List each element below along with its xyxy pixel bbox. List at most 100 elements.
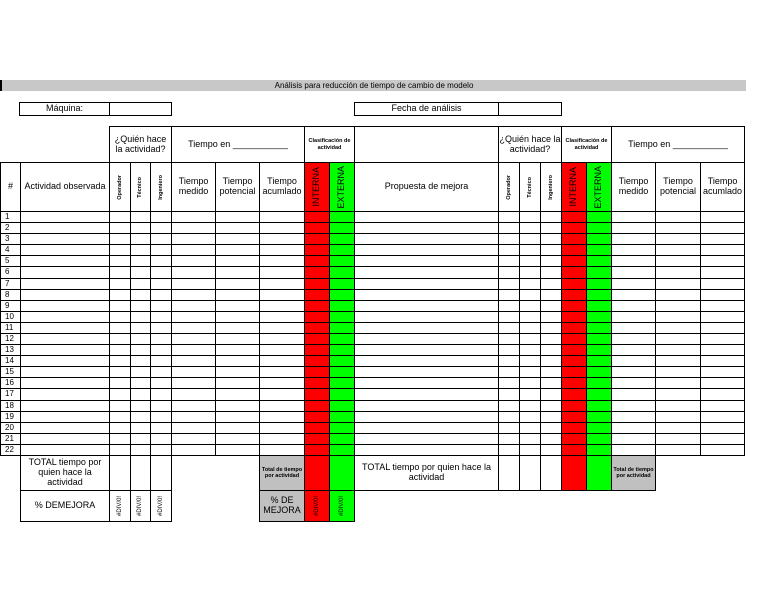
header-clasificacion-right-text: Clasificación de actividad (565, 138, 608, 151)
header-externa: EXTERNA (586, 162, 612, 212)
header-actividad-text: Actividad observada (24, 181, 106, 192)
header-quien-text: ¿Quién hace la actividad? (114, 133, 167, 154)
header-clasificacion-text: Clasificación de actividad (308, 138, 351, 151)
header-tecnico-text: Técnico (137, 176, 144, 198)
header-medido-text: Tiempo medido (178, 176, 209, 196)
total-quien-value (130, 455, 151, 491)
header-quien-right: ¿Quién hace la actividad? (498, 126, 562, 163)
pct-interna-text: #DIV/0! (313, 495, 320, 516)
row-number-text: 16 (5, 377, 14, 387)
header-acumulado: Tiempo acumlado (259, 162, 305, 212)
total-quien-label: TOTAL tiempo por quien hace la actividad (20, 455, 110, 491)
pct-mejora-label-gray-text: % DE MEJORA (263, 495, 301, 515)
total-interna-right (561, 455, 587, 491)
row-number-text: 18 (5, 400, 14, 410)
header-potencial-text: Tiempo potencial (659, 176, 697, 196)
header-externa-text: EXTERNA (336, 165, 347, 209)
row-number-text: 6 (5, 267, 10, 277)
row-number-text: 3 (5, 233, 10, 243)
total-quien-value-right (519, 455, 541, 491)
sheet-title: Análisis para reducción de tiempo de cam… (0, 80, 746, 91)
fecha-label-text: Fecha de análisis (391, 103, 462, 114)
row-number-text: 11 (5, 322, 14, 332)
header-ingeniero: Ingeniero (150, 162, 172, 212)
row-22-potencial[interactable] (215, 444, 260, 456)
header-acumulado: Tiempo acumlado (700, 162, 745, 212)
header-medido-text: Tiempo medido (618, 176, 649, 196)
pct-mejora-label: % DEMEJORA (20, 490, 110, 522)
header-tiempo-en-text: Tiempo en ___________ (188, 138, 288, 149)
total-quien-label-right: TOTAL tiempo por quien hace la actividad (354, 455, 499, 491)
row-number-text: 9 (5, 300, 10, 310)
header-propuesta-text: Propuesta de mejora (384, 181, 469, 192)
header-interna-text: INTERNA (311, 167, 322, 207)
header-quien-right-text: ¿Quién hace la actividad? (499, 133, 561, 154)
header-interna: INTERNA (304, 162, 330, 212)
header-operador: Operador (109, 162, 131, 212)
pct-externa-text: #DIV/0! (338, 495, 345, 516)
row-number-text: 19 (5, 411, 14, 421)
total-quien-value (150, 455, 172, 491)
header-tecnico: Técnico (519, 162, 541, 212)
header-medido: Tiempo medido (611, 162, 656, 212)
total-actividad-label: Total de tiempo por actividad (259, 455, 305, 491)
header-ingeniero-text: Ingeniero (157, 174, 164, 200)
total-actividad-label-right-text: Total de tiempo por actividad (613, 466, 654, 479)
row-number-text: 5 (5, 255, 10, 265)
header-tecnico-text: Técnico (526, 176, 533, 198)
header-externa-text: EXTERNA (593, 165, 604, 209)
row-number-text: 12 (5, 333, 14, 343)
fecha-input[interactable] (498, 102, 562, 116)
total-actividad-label-text: Total de tiempo por actividad (261, 466, 303, 479)
row-22-medido[interactable] (171, 444, 216, 456)
pct-value-text: #DIV/0! (116, 495, 123, 516)
row-number: 22 (0, 444, 21, 456)
header-num: # (0, 162, 21, 212)
pct-value: #DIV/0! (150, 490, 172, 522)
header-tecnico: Técnico (130, 162, 151, 212)
header-tiempo-en-right-text: Tiempo en ___________ (628, 138, 728, 149)
header-quien: ¿Quién hace la actividad? (109, 126, 172, 163)
header-potencial: Tiempo potencial (655, 162, 701, 212)
header-actividad: Actividad observada (20, 162, 110, 212)
pct-value-text: #DIV/0! (157, 495, 164, 516)
header-acumulado-text: Tiempo acumlado (702, 176, 743, 196)
row-number-text: 7 (5, 278, 10, 288)
total-quien-label-text: TOTAL tiempo por quien hace la actividad (28, 457, 102, 487)
row-number-text: 13 (5, 344, 14, 354)
pct-mejora-label-text: % DEMEJORA (34, 500, 96, 511)
header-propuesta: Propuesta de mejora (354, 162, 499, 212)
row-number-text: 21 (5, 433, 14, 443)
maquina-label: Máquina: (19, 102, 110, 116)
row-number-text: 4 (5, 244, 10, 254)
row-number-text: 20 (5, 422, 14, 432)
header-tiempo-en-right: Tiempo en ___________ (611, 126, 745, 163)
header-blank (354, 126, 499, 163)
total-quien-label-right-text: TOTAL tiempo por quien hace la actividad (362, 462, 491, 482)
row-number-text: 8 (5, 289, 10, 299)
row-number-text: 2 (5, 222, 10, 232)
pct-mejora-label-gray: % DE MEJORA (259, 490, 305, 522)
header-operador-text: Operador (505, 174, 512, 200)
header-ingeniero-text: Ingeniero (547, 174, 554, 200)
header-externa: EXTERNA (329, 162, 355, 212)
maquina-input[interactable] (109, 102, 172, 116)
total-quien-value-right (540, 455, 562, 491)
header-potencial-text: Tiempo potencial (219, 176, 256, 196)
header-clasificacion-right: Clasificación de actividad (561, 126, 612, 163)
maquina-label-text: Máquina: (45, 103, 84, 114)
header-num-text: # (7, 181, 13, 192)
header-interna: INTERNA (561, 162, 587, 212)
total-actividad-label-right: Total de tiempo por actividad (611, 455, 656, 491)
total-interna (304, 455, 330, 491)
pct-value: #DIV/0! (109, 490, 131, 522)
total-externa (329, 455, 355, 491)
row-number-text: 17 (5, 389, 14, 399)
pct-interna: #DIV/0! (304, 490, 330, 522)
header-ingeniero: Ingeniero (540, 162, 562, 212)
header-clasificacion: Clasificación de actividad (304, 126, 355, 163)
row-22-potencial[interactable] (655, 444, 701, 456)
header-tiempo-en: Tiempo en ___________ (171, 126, 305, 163)
pct-value: #DIV/0! (130, 490, 151, 522)
row-22-acumulado[interactable] (700, 444, 745, 456)
